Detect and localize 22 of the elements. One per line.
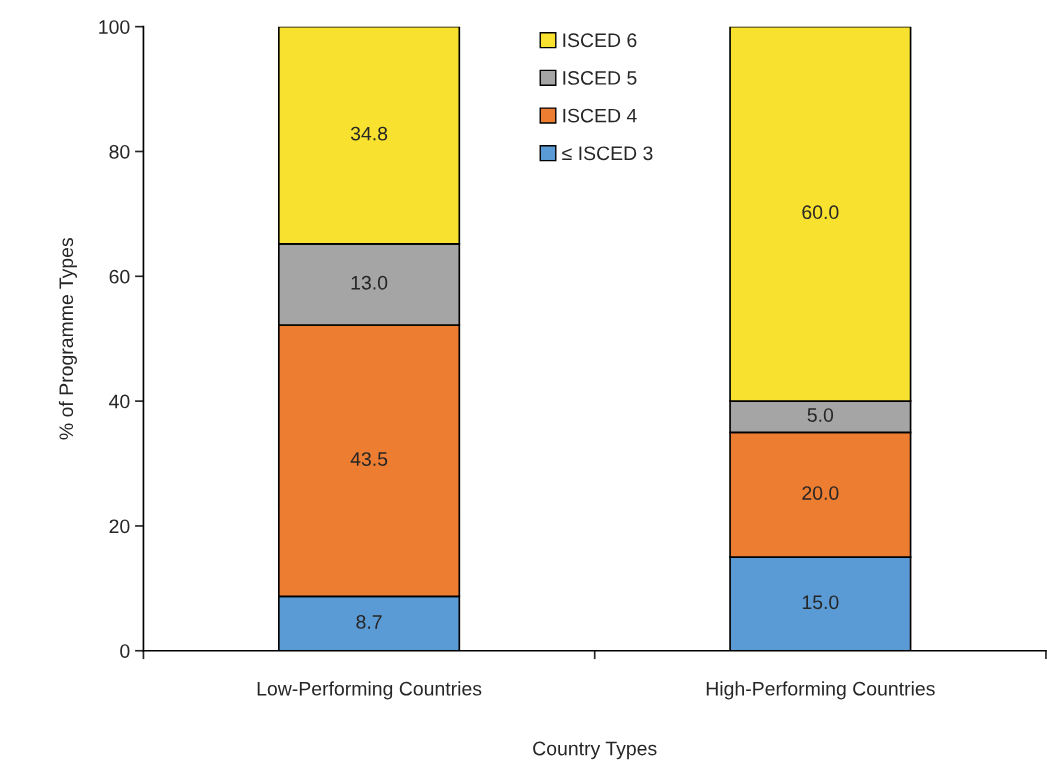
y-tick-label: 40 <box>109 394 130 409</box>
data-label: 60.0 <box>802 205 839 220</box>
x-axis-title: Country Types <box>533 741 657 760</box>
data-label: 20.0 <box>802 486 839 500</box>
data-label: 5.0 <box>807 408 834 422</box>
data-label: 43.5 <box>350 452 388 466</box>
legend-label: ISCED 5 <box>563 71 637 85</box>
legend-label: ≤ ISCED 3 <box>562 146 653 161</box>
data-label: 15.0 <box>802 595 839 610</box>
data-label: 8.7 <box>356 615 382 629</box>
legend-label: ISCED 4 <box>563 108 637 123</box>
x-tick-label: High-Performing Countries <box>706 681 935 700</box>
data-label: 34.8 <box>350 126 388 141</box>
y-axis-title: % of Programme Types <box>58 237 77 440</box>
y-tick-label: 20 <box>109 519 130 534</box>
y-tick-label: 80 <box>109 144 130 159</box>
y-tick-label: 100 <box>99 20 130 34</box>
y-tick-label: 60 <box>109 269 130 284</box>
x-tick-label: Low-Performing Countries <box>257 681 482 700</box>
data-label: 13.0 <box>351 275 388 290</box>
y-tick-label: 0 <box>120 644 130 658</box>
legend-label: ISCED 6 <box>563 33 637 48</box>
